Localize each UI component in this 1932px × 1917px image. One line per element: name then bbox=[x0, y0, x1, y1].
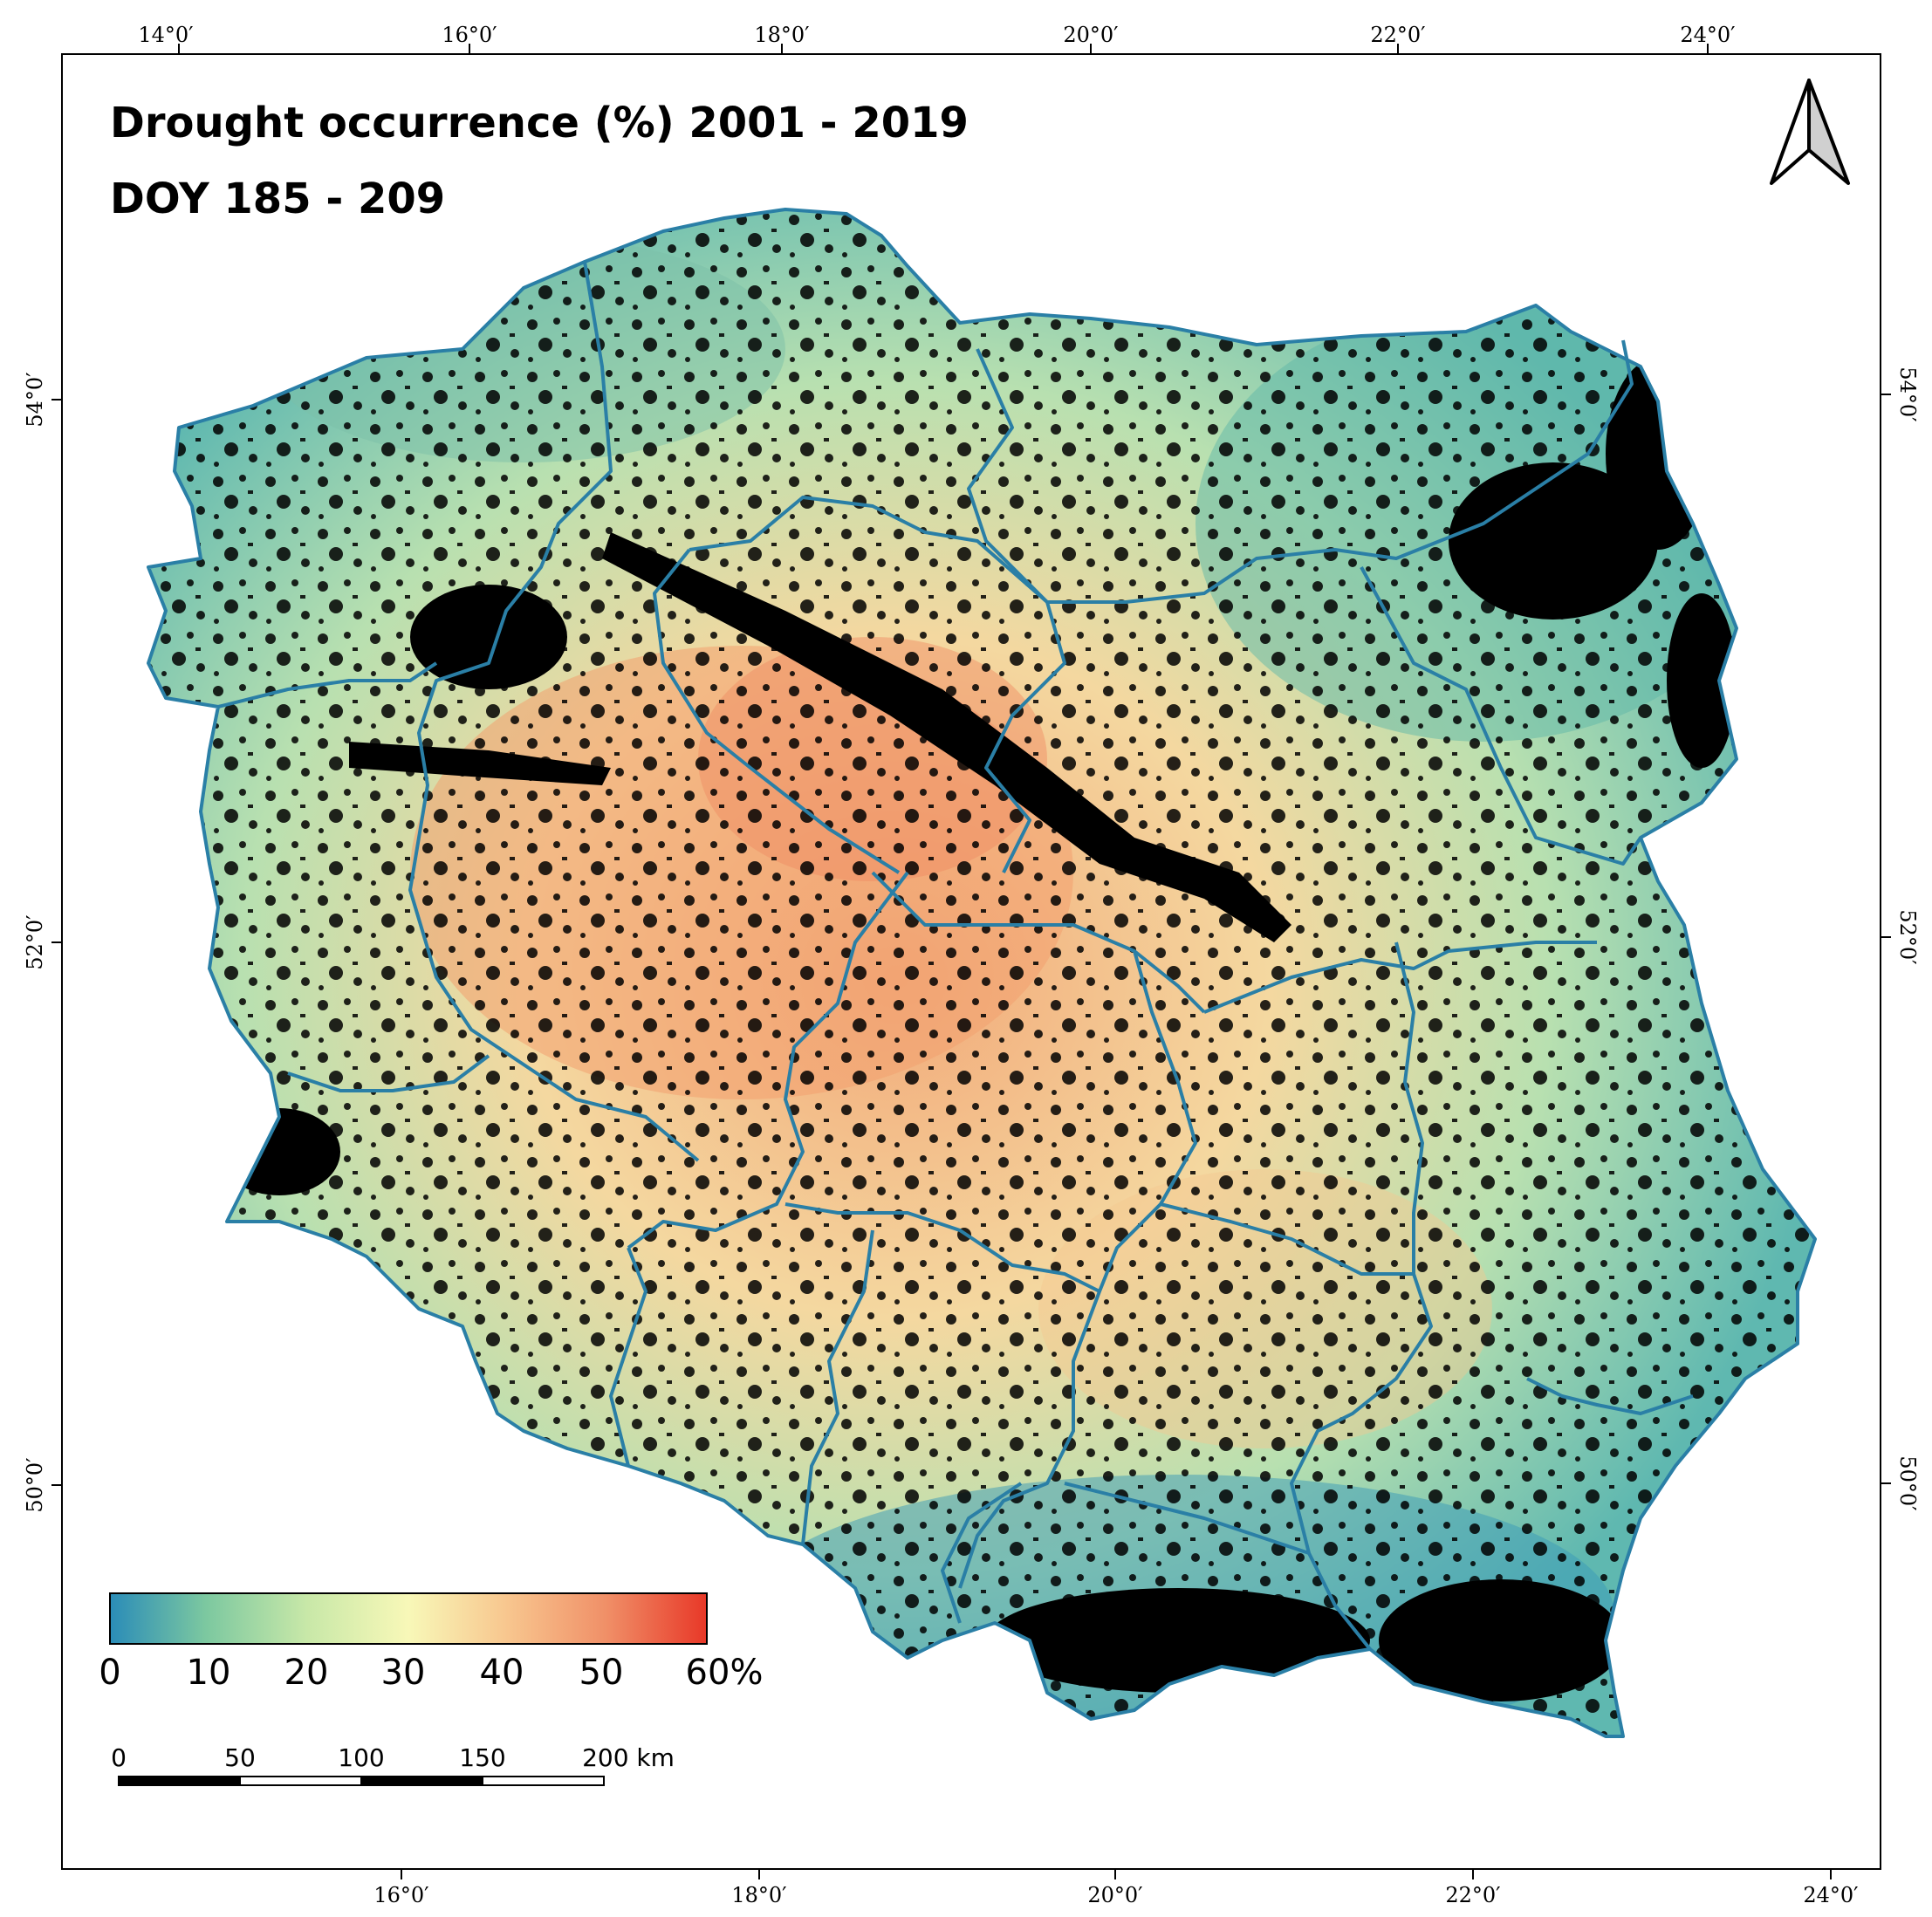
lat-label-right-50: 50°0′ bbox=[1895, 1455, 1920, 1510]
lat-label-left-54: 54°0′ bbox=[23, 372, 47, 427]
scale-label-150: 150 bbox=[459, 1743, 505, 1772]
lon-label-bottom-20: 20°0′ bbox=[1087, 1883, 1142, 1907]
legend-tick-10: 10 bbox=[187, 1653, 231, 1693]
lat-label-right-54: 54°0′ bbox=[1895, 366, 1920, 421]
lat-label-left-50: 50°0′ bbox=[23, 1457, 47, 1512]
map-title: Drought occurrence (%) 2001 - 2019 bbox=[110, 99, 969, 147]
north-arrow-icon bbox=[1770, 79, 1850, 185]
lon-label-top-20: 20°0′ bbox=[1063, 23, 1118, 47]
legend-tick-60: 60% bbox=[686, 1653, 764, 1693]
scale-label-50: 50 bbox=[224, 1743, 256, 1772]
poland-drought-raster bbox=[148, 209, 1815, 1736]
lon-label-bottom-18: 18°0′ bbox=[731, 1883, 786, 1907]
legend-tick-20: 20 bbox=[284, 1653, 329, 1693]
scale-label-100: 100 bbox=[338, 1743, 384, 1772]
legend-tick-50: 50 bbox=[579, 1653, 624, 1693]
lon-label-bottom-24: 24°0′ bbox=[1803, 1883, 1858, 1907]
scale-bar bbox=[118, 1776, 605, 1786]
lat-label-right-52: 52°0′ bbox=[1895, 909, 1920, 964]
lon-label-bottom-22: 22°0′ bbox=[1445, 1883, 1500, 1907]
lon-label-bottom-16: 16°0′ bbox=[373, 1883, 428, 1907]
lon-label-top-18: 18°0′ bbox=[754, 23, 809, 47]
lon-label-top-22: 22°0′ bbox=[1370, 23, 1425, 47]
legend-color-bar bbox=[109, 1592, 708, 1645]
graticule-ticks bbox=[51, 44, 1891, 1879]
voivodeship-borders bbox=[147, 208, 1817, 1738]
scale-label-200km: 200 km bbox=[582, 1743, 675, 1772]
lon-label-top-14: 14°0′ bbox=[138, 23, 193, 47]
country-border bbox=[147, 208, 1817, 1738]
legend-tick-40: 40 bbox=[480, 1653, 524, 1693]
map-subtitle: DOY 185 - 209 bbox=[110, 175, 445, 223]
scale-label-0: 0 bbox=[111, 1743, 127, 1772]
lon-label-top-24: 24°0′ bbox=[1680, 23, 1735, 47]
legend-tick-0: 0 bbox=[99, 1653, 120, 1693]
lon-label-top-16: 16°0′ bbox=[442, 23, 497, 47]
lat-label-left-52: 52°0′ bbox=[23, 914, 47, 969]
legend-tick-30: 30 bbox=[381, 1653, 426, 1693]
